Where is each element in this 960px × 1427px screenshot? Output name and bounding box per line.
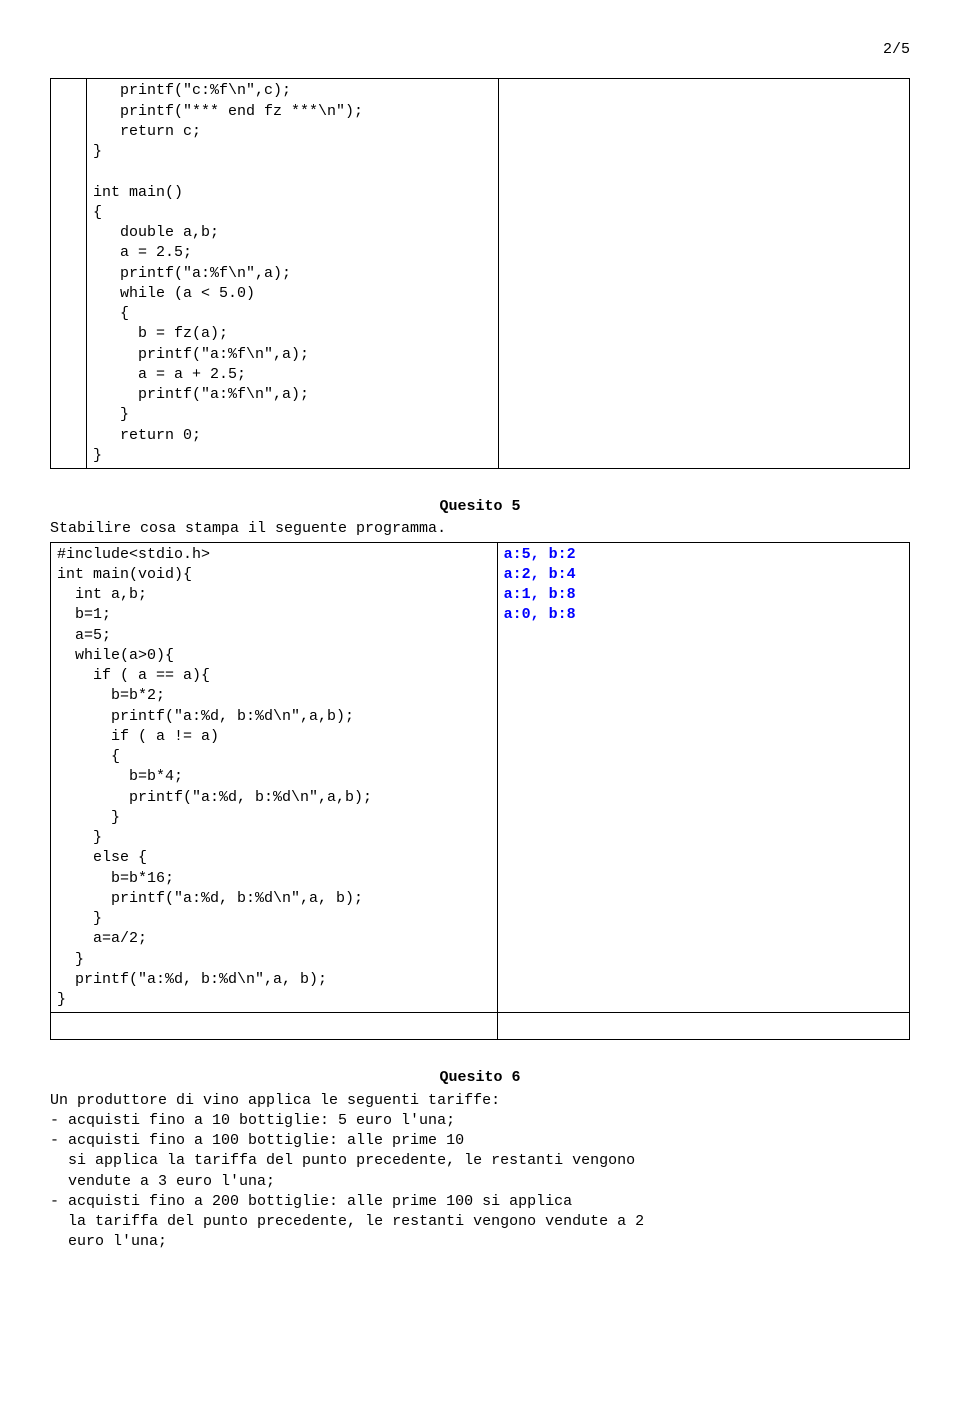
q5-table: #include<stdio.h> int main(void){ int a,… bbox=[50, 542, 910, 1041]
q6-body: Un produttore di vino applica le seguent… bbox=[50, 1091, 910, 1253]
block1-right-cell bbox=[499, 79, 910, 469]
q5-code: #include<stdio.h> int main(void){ int a,… bbox=[51, 543, 497, 1013]
block1-indent-cell bbox=[51, 79, 87, 469]
q6-title: Quesito 6 bbox=[50, 1068, 910, 1088]
block1-table: printf("c:%f\n",c); printf("*** end fz *… bbox=[50, 78, 910, 469]
block1-code-cell: printf("c:%f\n",c); printf("*** end fz *… bbox=[87, 79, 499, 469]
q5-instruction: Stabilire cosa stampa il seguente progra… bbox=[50, 519, 910, 539]
block1-code: printf("c:%f\n",c); printf("*** end fz *… bbox=[87, 79, 498, 468]
page-number: 2/5 bbox=[50, 40, 910, 60]
q5-code-cell: #include<stdio.h> int main(void){ int a,… bbox=[51, 542, 498, 1013]
q5-output-cell: a:5, b:2 a:2, b:4 a:1, b:8 a:0, b:8 bbox=[497, 542, 909, 1013]
q5-empty-right bbox=[497, 1013, 909, 1040]
q5-title: Quesito 5 bbox=[50, 497, 910, 517]
q5-empty-left bbox=[51, 1013, 498, 1040]
q5-output: a:5, b:2 a:2, b:4 a:1, b:8 a:0, b:8 bbox=[498, 543, 909, 628]
